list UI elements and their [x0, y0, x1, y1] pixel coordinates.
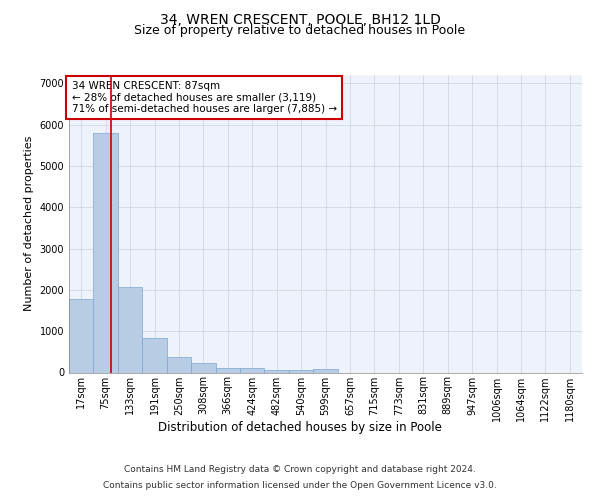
Bar: [313, 369, 338, 372]
Text: Distribution of detached houses by size in Poole: Distribution of detached houses by size …: [158, 421, 442, 434]
Bar: [215, 368, 240, 372]
Bar: [142, 338, 167, 372]
Bar: [265, 370, 289, 372]
Bar: [191, 363, 215, 372]
Text: 34 WREN CRESCENT: 87sqm
← 28% of detached houses are smaller (3,119)
71% of semi: 34 WREN CRESCENT: 87sqm ← 28% of detache…: [71, 81, 337, 114]
Text: Contains public sector information licensed under the Open Government Licence v3: Contains public sector information licen…: [103, 480, 497, 490]
Bar: [69, 299, 94, 372]
Bar: [167, 357, 191, 372]
Text: Size of property relative to detached houses in Poole: Size of property relative to detached ho…: [134, 24, 466, 37]
Bar: [289, 370, 313, 372]
Text: Contains HM Land Registry data © Crown copyright and database right 2024.: Contains HM Land Registry data © Crown c…: [124, 464, 476, 473]
Bar: [240, 368, 265, 372]
Text: 34, WREN CRESCENT, POOLE, BH12 1LD: 34, WREN CRESCENT, POOLE, BH12 1LD: [160, 12, 440, 26]
Bar: [118, 288, 142, 372]
Y-axis label: Number of detached properties: Number of detached properties: [24, 136, 34, 312]
Bar: [94, 133, 118, 372]
